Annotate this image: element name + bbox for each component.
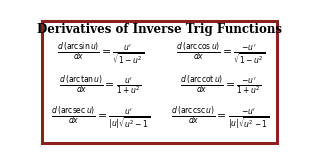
Text: $\frac{d\,(\mathrm{arcsec}\,u)}{dx} = \frac{u'}{|u|\sqrt{u^{2}-1}}$: $\frac{d\,(\mathrm{arcsec}\,u)}{dx} = \f…: [51, 104, 150, 132]
Text: $\frac{d\,(\mathrm{arccos}\,u)}{dx} = \frac{-u'}{\sqrt{1-u^{2}}}$: $\frac{d\,(\mathrm{arccos}\,u)}{dx} = \f…: [176, 40, 266, 67]
FancyBboxPatch shape: [42, 21, 277, 143]
Text: $\frac{d\,(\mathrm{arccsc}\,u)}{dx} = \frac{-u'}{|u|\sqrt{u^{2}-1}}$: $\frac{d\,(\mathrm{arccsc}\,u)}{dx} = \f…: [171, 104, 270, 132]
Text: $\frac{d\,(\mathrm{arccot}\,u)}{dx} = \frac{-u'}{1+u^{2}}$: $\frac{d\,(\mathrm{arccot}\,u)}{dx} = \f…: [180, 74, 262, 98]
Text: $\frac{d\,(\mathrm{arctan}\,u)}{dx} = \frac{u'}{1+u^{2}}$: $\frac{d\,(\mathrm{arctan}\,u)}{dx} = \f…: [59, 74, 142, 98]
Text: $\frac{d\,(\mathrm{arcsin}\,u)}{dx} = \frac{u'}{\sqrt{1-u^{2}}}$: $\frac{d\,(\mathrm{arcsin}\,u)}{dx} = \f…: [57, 40, 144, 67]
Text: Derivatives of Inverse Trig Functions: Derivatives of Inverse Trig Functions: [37, 23, 282, 36]
